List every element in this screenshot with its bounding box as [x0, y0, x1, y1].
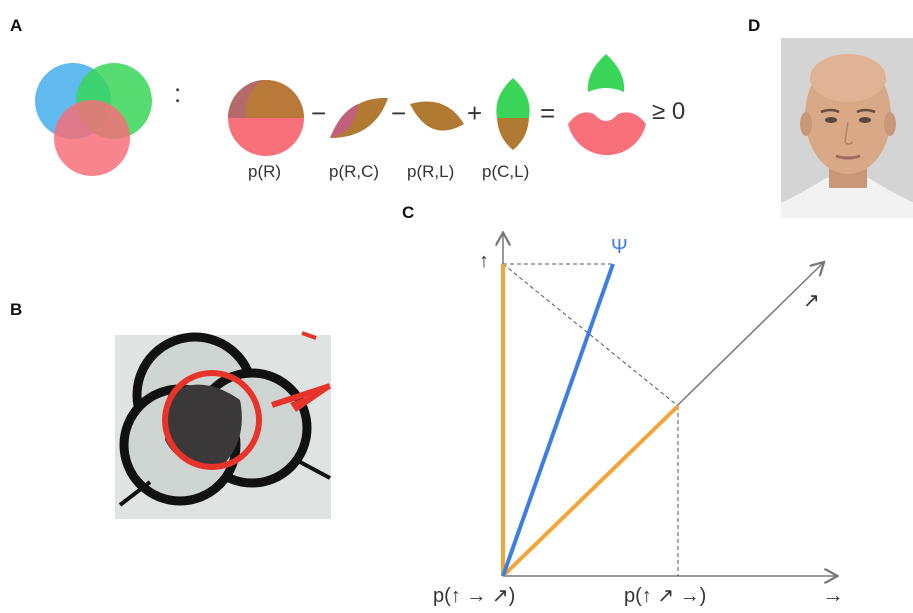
- panel-a-letter: A: [10, 16, 23, 35]
- equals-symbol: =: [540, 98, 556, 128]
- shape-result: [568, 54, 646, 156]
- label-p-up-diag-right: p(↑ ↗ →): [624, 585, 707, 607]
- label-p-r: p(R): [248, 162, 282, 181]
- face-photo-icon: [781, 38, 913, 218]
- panel-c-letter: C: [402, 203, 415, 222]
- minus-symbol-1: −: [311, 98, 327, 128]
- shape-p-r: [227, 80, 304, 156]
- axis-right-label: →: [822, 582, 844, 607]
- psi-vector: [501, 263, 615, 577]
- plus-symbol: +: [467, 98, 483, 128]
- red-arrow-icon: [290, 388, 331, 412]
- shape-p-rl: [410, 101, 464, 131]
- minus-symbol-2: −: [391, 98, 407, 128]
- label-p-rl: p(R,L): [407, 162, 455, 181]
- label-p-cl: p(C,L): [482, 162, 530, 181]
- highlight-circle: [162, 370, 262, 470]
- psi-label: Ψ: [611, 236, 628, 258]
- geq-zero-label: ≥ 0: [652, 98, 686, 125]
- shape-p-cl: [496, 78, 530, 118]
- colon-symbol: :: [174, 78, 182, 108]
- projection-diag: [501, 404, 680, 578]
- panel-b-letter: B: [10, 300, 23, 319]
- venn-circle-red: [54, 100, 130, 176]
- label-p-rc: p(R,C): [329, 162, 380, 181]
- venn-diagram-icon: [35, 63, 152, 176]
- panel-d-letter: D: [748, 16, 761, 35]
- label-p-up-right-diag: p(↑ → ↗): [433, 585, 516, 607]
- axis-diag-label: ↗: [803, 290, 820, 312]
- axis-up-label: ↑: [479, 250, 489, 272]
